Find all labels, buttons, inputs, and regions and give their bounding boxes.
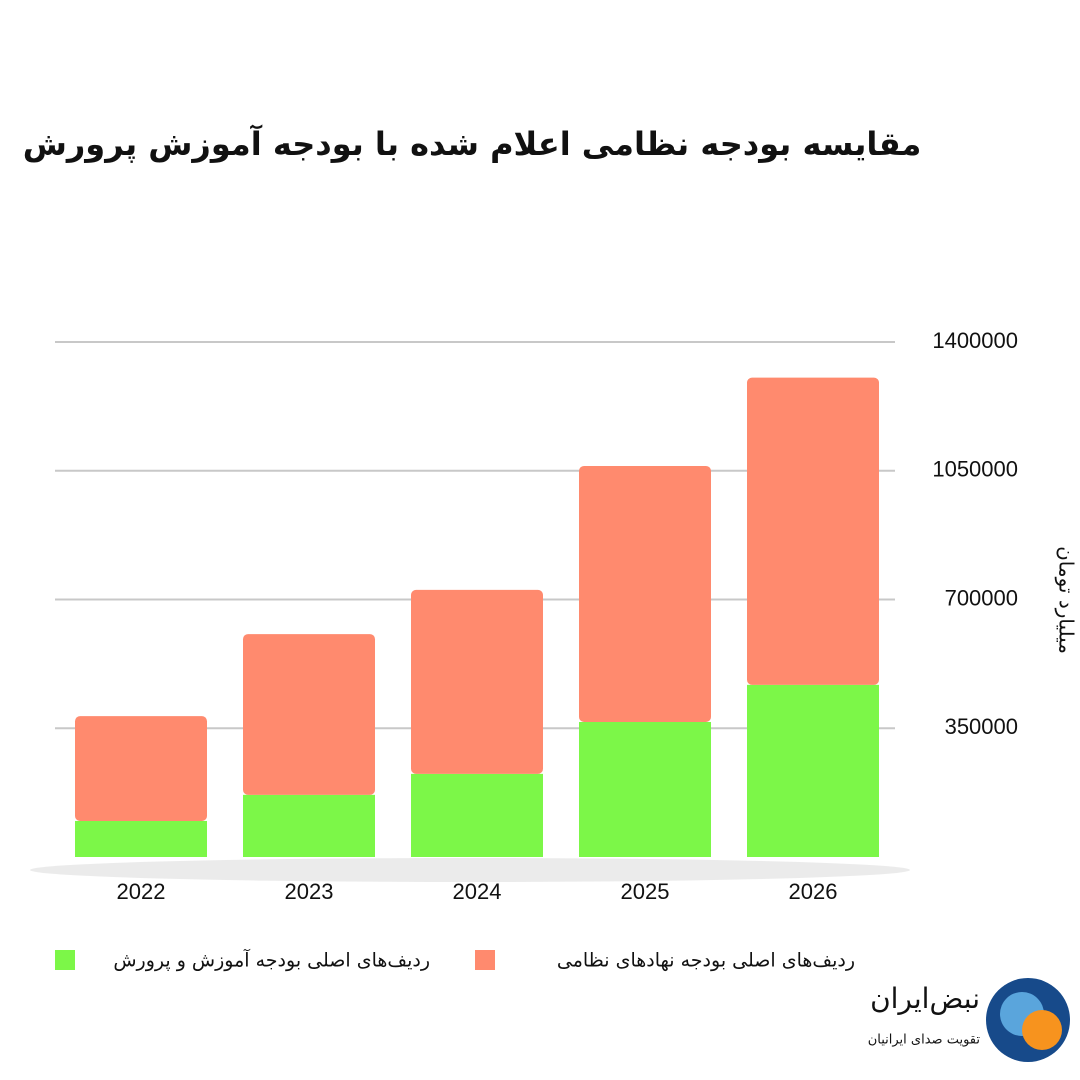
bar-segment bbox=[747, 684, 879, 857]
bar-segment bbox=[243, 794, 375, 857]
bar-segment bbox=[75, 820, 207, 857]
legend-label: ردیف‌های اصلی بودجه آموزش و پرورش bbox=[113, 948, 430, 972]
legend-label: ردیف‌های اصلی بودجه نهادهای نظامی bbox=[557, 950, 855, 972]
x-tick-label: 2022 bbox=[117, 879, 166, 904]
floor-shadow bbox=[30, 858, 910, 882]
y-tick-label: 1400000 bbox=[932, 328, 1018, 353]
bar-segment bbox=[747, 377, 879, 685]
bar-segment bbox=[579, 721, 711, 857]
x-tick-label: 2023 bbox=[285, 879, 334, 904]
legend-swatch bbox=[475, 950, 495, 970]
logo-name: نبض‌ایران bbox=[870, 982, 980, 1015]
y-tick-label: 1050000 bbox=[932, 457, 1018, 482]
logo-tagline: تقویت صدای ایرانیان bbox=[868, 1033, 981, 1048]
logo-orange bbox=[1022, 1010, 1062, 1050]
x-tick-label: 2024 bbox=[453, 879, 502, 904]
logo: نبض‌ایران تقویت صدای ایرانیان bbox=[868, 978, 1070, 1062]
y-axis-label: میلیارد تومان bbox=[1055, 546, 1079, 654]
chart-title: مقایسه بودجه نظامی اعلام شده با بودجه آم… bbox=[23, 124, 922, 163]
bar-segment bbox=[411, 589, 543, 774]
y-tick-label: 700000 bbox=[945, 585, 1018, 610]
y-tick-label: 350000 bbox=[945, 714, 1018, 739]
bar-segment bbox=[411, 773, 543, 857]
bar-segment bbox=[243, 634, 375, 795]
x-tick-label: 2026 bbox=[789, 879, 838, 904]
legend-swatch bbox=[55, 950, 75, 970]
bar-segment bbox=[75, 716, 207, 821]
bar-segment bbox=[579, 465, 711, 722]
x-tick-label: 2025 bbox=[621, 879, 670, 904]
